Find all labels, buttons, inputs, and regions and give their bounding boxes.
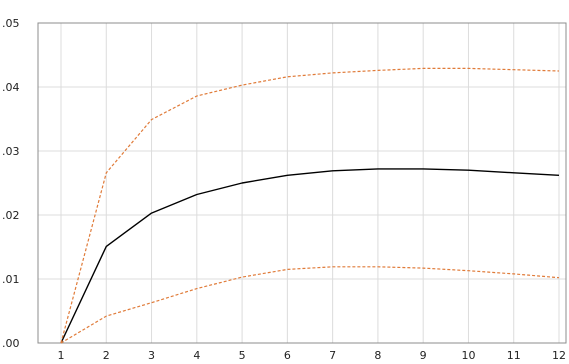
y-tick-label: .00 [2,337,20,350]
x-tick-label: 1 [58,349,65,362]
y-tick-label: .02 [2,209,20,222]
x-tick-label: 4 [193,349,200,362]
x-tick-label: 8 [374,349,381,362]
series-group [60,67,560,344]
x-tick-label: 11 [507,349,521,362]
y-tick-label: .05 [2,17,20,30]
x-tick-label: 5 [239,349,246,362]
y-tick-label: .01 [2,273,20,286]
x-tick-label: 12 [552,349,566,362]
plot-frame [37,22,567,344]
x-tick-label: 10 [461,349,475,362]
x-tick-label: 3 [148,349,155,362]
series-line-band-2 [60,266,560,344]
series-line-main [60,168,560,344]
y-tick-label: .03 [2,145,20,158]
x-tick-label: 7 [329,349,336,362]
x-tick-label: 9 [420,349,427,362]
x-tick-label: 2 [103,349,110,362]
y-tick-label: .04 [2,81,20,94]
gridlines [38,22,566,344]
y-axis-tick-labels: .00 .01 .02 .03 .04 .05 [2,17,20,350]
x-axis-tick-labels: 1 2 3 4 5 6 7 8 9 10 11 12 [58,349,567,362]
x-tick-label: 6 [284,349,291,362]
series-line-band-1 [60,67,560,344]
